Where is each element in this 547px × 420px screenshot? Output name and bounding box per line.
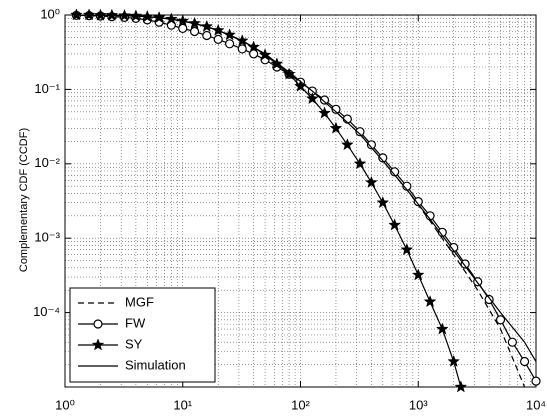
marker — [91, 338, 105, 351]
legend-label: SY — [125, 336, 143, 351]
marker — [388, 218, 402, 231]
marker — [213, 34, 223, 44]
marker — [365, 175, 378, 188]
marker — [129, 9, 143, 22]
marker — [237, 44, 247, 54]
marker — [94, 8, 107, 21]
marker — [376, 195, 390, 209]
x-tick-label: 10² — [291, 397, 310, 412]
x-tick-label: 10¹ — [173, 397, 192, 412]
marker — [93, 319, 103, 329]
marker — [329, 121, 343, 134]
marker — [340, 138, 354, 151]
legend-label: MGF — [125, 294, 154, 309]
x-tick-label: 10⁰ — [55, 397, 75, 412]
marker — [355, 127, 365, 137]
marker — [353, 157, 367, 170]
y-axis-label: Complementary CDF (CCDF) — [18, 128, 30, 272]
marker — [400, 243, 414, 256]
marker — [378, 153, 388, 163]
marker — [178, 23, 188, 34]
marker — [423, 295, 437, 308]
marker — [519, 356, 530, 367]
legend-label: FW — [125, 315, 146, 330]
marker — [447, 354, 461, 367]
marker — [70, 8, 83, 21]
marker — [176, 14, 190, 27]
marker — [531, 376, 541, 386]
y-tick-label: 10⁰ — [40, 6, 60, 21]
marker — [507, 337, 517, 347]
marker — [318, 106, 331, 119]
y-tick-label: 10⁻⁴ — [33, 304, 60, 319]
y-tick-label: 10⁻¹ — [34, 81, 60, 96]
marker — [435, 322, 449, 335]
x-tick-label: 10⁴ — [526, 397, 546, 412]
marker — [225, 39, 235, 49]
marker — [152, 10, 166, 24]
marker — [105, 8, 119, 21]
y-tick-label: 10⁻³ — [34, 230, 60, 245]
marker — [305, 91, 319, 105]
marker — [223, 28, 236, 41]
plot-frame — [64, 14, 537, 388]
marker — [366, 140, 376, 150]
marker — [319, 95, 330, 105]
marker — [495, 315, 506, 325]
marker — [484, 294, 494, 305]
marker — [411, 268, 425, 281]
marker — [202, 30, 212, 41]
series-line — [76, 15, 536, 362]
marker — [331, 104, 341, 114]
y-tick-label: 10⁻² — [34, 155, 60, 170]
x-tick-label: 10³ — [409, 397, 428, 412]
marker — [189, 26, 200, 37]
marker — [82, 8, 96, 21]
marker — [460, 259, 470, 269]
marker — [454, 380, 468, 393]
marker — [282, 67, 296, 80]
marker — [200, 19, 214, 32]
legend-label: Simulation — [125, 357, 186, 372]
marker — [413, 197, 423, 207]
